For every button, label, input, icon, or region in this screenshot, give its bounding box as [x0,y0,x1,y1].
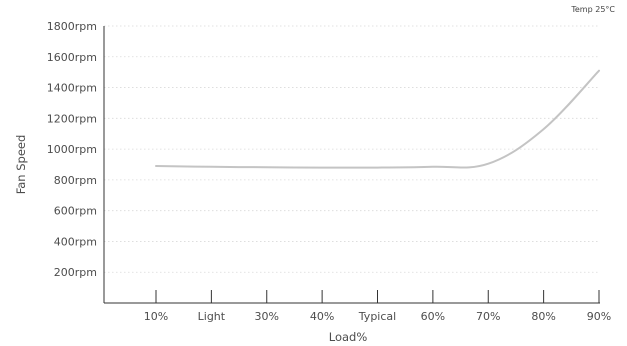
y-tick-label: 1000rpm [47,143,97,156]
x-tick-label: 80% [531,310,555,323]
x-tick-label: 30% [255,310,279,323]
x-tick-label: 90% [587,310,611,323]
x-tick-label: Light [198,310,226,323]
y-tick-label: 800rpm [54,174,97,187]
label-layer: 200rpm 400rpm 600rpm 800rpm 1000rpm 1200rpm 14… [14,20,611,344]
x-tick-label: 70% [476,310,500,323]
x-tick-label: Typical [358,310,396,323]
x-tick-label: 40% [310,310,334,323]
x-axis-title: Load% [329,330,368,344]
series-layer [155,69,600,169]
y-tick-label: 1200rpm [47,112,97,125]
x-tick-label: 10% [144,310,168,323]
y-tick-label: 400rpm [54,235,97,248]
y-axis-title: Fan Speed [14,135,28,195]
y-tick-label: 200rpm [54,266,97,279]
y-tick-label: 1800rpm [47,20,97,33]
fan-speed-series-line [155,69,600,169]
y-tick-label: 600rpm [54,205,97,218]
axis-layer [103,26,600,304]
x-tick-label: 60% [421,310,445,323]
grid-layer [104,25,600,273]
y-tick-label: 1600rpm [47,51,97,64]
temperature-note: Temp 25°C [571,5,615,14]
y-tick-label: 1400rpm [47,82,97,95]
